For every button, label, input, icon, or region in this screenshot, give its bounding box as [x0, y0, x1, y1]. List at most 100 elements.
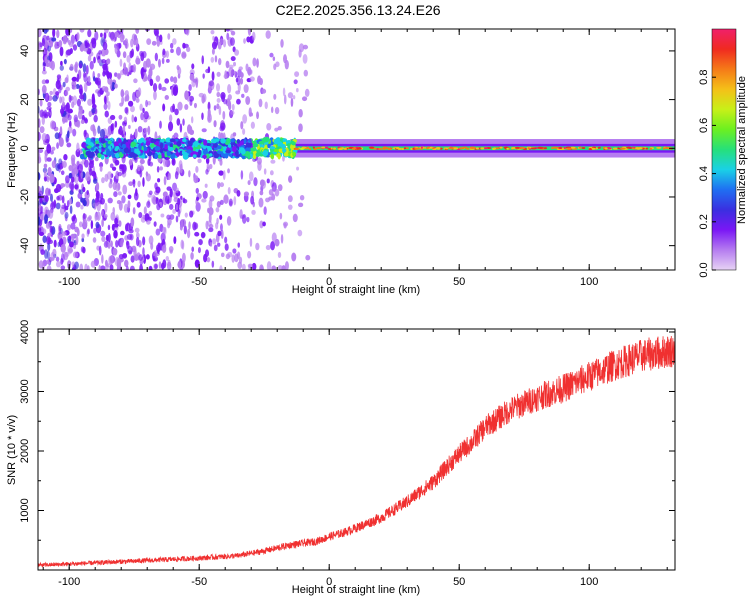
- noise-blob: [258, 197, 264, 208]
- noise-blob: [142, 214, 146, 220]
- x-tick-label: 100: [580, 276, 598, 288]
- noise-blob: [224, 243, 229, 251]
- noise-blob: [79, 263, 84, 270]
- band-blob: [98, 149, 102, 153]
- noise-blob: [207, 113, 212, 124]
- noise-blob: [249, 76, 255, 82]
- noise-blob: [96, 52, 101, 61]
- noise-blob: [51, 160, 57, 169]
- y-tick-label: -20: [19, 189, 31, 205]
- peak-dot: [493, 147, 497, 150]
- noise-blob: [220, 229, 224, 239]
- noise-blob: [123, 116, 128, 123]
- noise-blob: [194, 259, 200, 267]
- noise-blob: [114, 45, 118, 54]
- noise-blob: [233, 70, 237, 75]
- peak-dot: [581, 147, 586, 150]
- noise-blob: [83, 116, 87, 122]
- noise-blob: [54, 41, 58, 50]
- noise-blob: [110, 240, 113, 248]
- noise-blob: [180, 239, 184, 249]
- noise-blob: [38, 118, 41, 128]
- noise-blob: [64, 77, 69, 84]
- band-blob: [259, 143, 263, 148]
- band-blob: [161, 152, 165, 159]
- noise-blob: [103, 240, 109, 248]
- noise-blob: [234, 49, 240, 56]
- noise-blob: [292, 95, 296, 100]
- noise-blob: [128, 62, 132, 73]
- noise-blob: [241, 93, 245, 98]
- noise-blob: [43, 163, 48, 169]
- noise-blob: [224, 236, 228, 244]
- noise-blob: [251, 262, 257, 270]
- noise-blob: [251, 31, 256, 41]
- noise-blob: [100, 265, 106, 270]
- noise-blob: [114, 217, 119, 225]
- band-blob: [245, 142, 252, 148]
- noise-blob: [38, 131, 41, 142]
- band-blob: [202, 148, 208, 156]
- noise-blob: [130, 217, 135, 228]
- noise-blob: [295, 87, 299, 93]
- noise-blob: [101, 209, 104, 216]
- noise-blob: [142, 247, 145, 257]
- peak-dot: [663, 146, 670, 149]
- noise-blob: [182, 197, 186, 204]
- band-blob: [274, 138, 280, 144]
- noise-blob: [205, 157, 210, 165]
- noise-blob: [233, 196, 237, 206]
- noise-blob: [215, 222, 219, 230]
- noise-blob: [49, 193, 54, 202]
- band-blob: [270, 153, 275, 160]
- noise-blob: [264, 101, 268, 110]
- noise-blob: [169, 203, 174, 210]
- y-tick-label: 1000: [19, 498, 31, 522]
- noise-blob: [133, 116, 138, 123]
- noise-blob: [89, 60, 94, 70]
- noise-blob: [282, 87, 286, 97]
- band-blob: [154, 152, 158, 160]
- band-blob: [85, 137, 91, 144]
- noise-blob: [62, 81, 66, 88]
- peak-dot: [612, 147, 618, 150]
- noise-blob: [223, 194, 229, 204]
- noise-blob: [147, 125, 151, 136]
- noise-blob: [221, 94, 225, 103]
- noise-blob: [271, 186, 276, 192]
- noise-blob: [170, 76, 174, 83]
- noise-blob: [257, 75, 262, 85]
- noise-blob: [151, 40, 157, 46]
- noise-blob: [284, 261, 289, 270]
- x-tick-label: 50: [453, 276, 465, 288]
- noise-blob: [297, 202, 304, 208]
- y-tick-label: 20: [19, 93, 31, 105]
- noise-blob: [167, 172, 172, 181]
- noise-blob: [65, 175, 70, 184]
- noise-blob: [173, 76, 178, 84]
- noise-blob: [259, 264, 264, 270]
- peak-dot: [293, 148, 300, 151]
- noise-blob: [107, 224, 111, 231]
- noise-blob: [90, 220, 94, 230]
- noise-blob: [72, 251, 79, 259]
- noise-blob: [56, 29, 60, 39]
- noise-blob: [68, 94, 72, 103]
- noise-blob: [129, 233, 134, 241]
- noise-blob: [38, 29, 42, 38]
- x-tick-label: -100: [58, 576, 80, 588]
- noise-blob: [106, 132, 110, 138]
- noise-blob: [266, 261, 272, 270]
- noise-blob: [155, 75, 161, 83]
- noise-blob: [74, 184, 79, 190]
- noise-blob: [107, 242, 111, 249]
- noise-blob: [168, 246, 174, 253]
- noise-blob: [65, 29, 70, 36]
- noise-blob: [62, 160, 67, 168]
- noise-blob: [113, 229, 118, 239]
- noise-blob: [248, 171, 254, 182]
- peak-dot: [308, 147, 312, 150]
- peak-dot: [378, 147, 383, 150]
- noise-blob: [263, 206, 267, 215]
- noise-blob: [256, 58, 259, 68]
